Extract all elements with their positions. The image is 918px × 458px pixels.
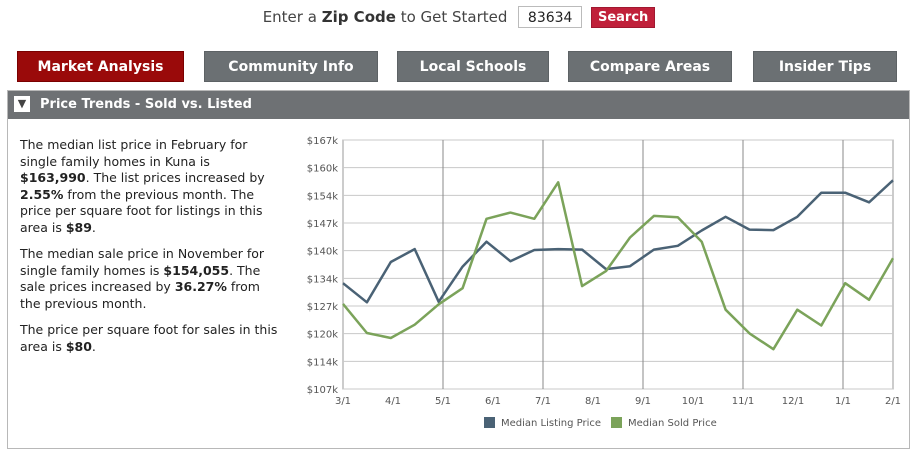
x-tick-label: 6/1 bbox=[485, 396, 501, 407]
x-tick-label: 9/1 bbox=[635, 396, 651, 407]
x-tick-label: 12/1 bbox=[782, 396, 804, 407]
tab-local-schools[interactable]: Local Schools bbox=[397, 51, 549, 82]
y-tick-label: $107k bbox=[307, 385, 338, 396]
x-tick-label: 11/1 bbox=[732, 396, 754, 407]
desc-value: 36.27% bbox=[174, 279, 227, 294]
x-tick-label: 1/1 bbox=[835, 396, 851, 407]
sale-sqft-paragraph: The price per square foot for sales in t… bbox=[20, 322, 280, 355]
median-listing-price-line bbox=[342, 179, 894, 304]
chevron-down-icon[interactable]: ▼ bbox=[14, 96, 30, 112]
desc-text: from the previous month. The price per s… bbox=[20, 186, 263, 235]
zip-prompt: Enter a Zip Code to Get Started bbox=[263, 8, 508, 26]
market-description: The median list price in February for si… bbox=[20, 137, 280, 365]
desc-text: from the previous month. bbox=[20, 279, 260, 311]
desc-text: The price per square foot for sales in t… bbox=[20, 322, 278, 354]
y-tick-label: $114k bbox=[307, 357, 338, 368]
x-tick-label: 5/1 bbox=[435, 396, 451, 407]
y-tick-label: $127k bbox=[307, 302, 338, 313]
y-tick-label: $120k bbox=[307, 330, 338, 341]
zip-prompt-suffix: to Get Started bbox=[400, 8, 508, 26]
y-tick-label: $167k bbox=[307, 136, 338, 147]
legend-listing-swatch bbox=[484, 417, 495, 428]
panel-header: ▼ Price Trends - Sold vs. Listed bbox=[8, 91, 909, 119]
x-tick-label: 3/1 bbox=[335, 396, 351, 407]
list-price-paragraph: The median list price in February for si… bbox=[20, 137, 280, 236]
desc-text: . The list prices increased by bbox=[85, 170, 265, 185]
zip-code-input[interactable]: 83634 bbox=[518, 6, 583, 28]
panel-title: Price Trends - Sold vs. Listed bbox=[40, 97, 252, 112]
tab-compare-areas[interactable]: Compare Areas bbox=[568, 51, 732, 82]
tab-market-analysis[interactable]: Market Analysis bbox=[17, 51, 184, 82]
zip-prompt-bold: Zip Code bbox=[321, 8, 396, 26]
legend-sold-label: Median Sold Price bbox=[628, 418, 717, 429]
x-tick-label: 4/1 bbox=[385, 396, 401, 407]
y-tick-label: $140k bbox=[307, 247, 338, 258]
desc-text: The median list price in February for si… bbox=[20, 137, 248, 169]
y-tick-label: $134k bbox=[307, 274, 338, 285]
y-tick-label: $154k bbox=[307, 191, 338, 202]
zip-search-bar: Enter a Zip Code to Get Started 83634 Se… bbox=[0, 6, 918, 34]
desc-text: The median sale price in November for si… bbox=[20, 246, 265, 278]
legend-listing-label: Median Listing Price bbox=[501, 418, 601, 429]
desc-text: . bbox=[91, 219, 96, 235]
median-sold-price-line bbox=[342, 181, 895, 351]
price-trends-panel: ▼ Price Trends - Sold vs. Listed The med… bbox=[7, 90, 910, 449]
desc-text: . bbox=[91, 338, 96, 354]
desc-value: $154,055 bbox=[163, 262, 230, 278]
x-tick-label: 7/1 bbox=[535, 396, 551, 407]
desc-value: $89 bbox=[65, 219, 92, 235]
search-button[interactable]: Search bbox=[590, 6, 656, 28]
x-tick-label: 8/1 bbox=[585, 396, 601, 407]
sale-price-paragraph: The median sale price in November for si… bbox=[20, 246, 280, 312]
x-tick-label: 2/1 bbox=[885, 396, 901, 407]
desc-value: 2.55% bbox=[20, 186, 64, 202]
desc-text: . The sale prices increased by bbox=[20, 262, 261, 295]
desc-value: $163,990 bbox=[20, 170, 86, 185]
price-trends-chart: $107k $114k $120k $127k $134k $140k $147k $154k… bbox=[307, 136, 901, 429]
y-tick-label: $147k bbox=[307, 219, 338, 230]
y-tick-label: $160k bbox=[307, 164, 338, 175]
zip-prompt-prefix: Enter a bbox=[262, 8, 317, 26]
tab-insider-tips[interactable]: Insider Tips bbox=[753, 51, 897, 82]
legend-sold-swatch bbox=[611, 417, 622, 428]
plot-area bbox=[342, 139, 894, 390]
tab-community-info[interactable]: Community Info bbox=[204, 51, 378, 82]
tab-bar: Market Analysis Community Info Local Sch… bbox=[17, 51, 897, 83]
desc-value: $80 bbox=[65, 338, 92, 354]
x-tick-label: 10/1 bbox=[682, 396, 704, 407]
